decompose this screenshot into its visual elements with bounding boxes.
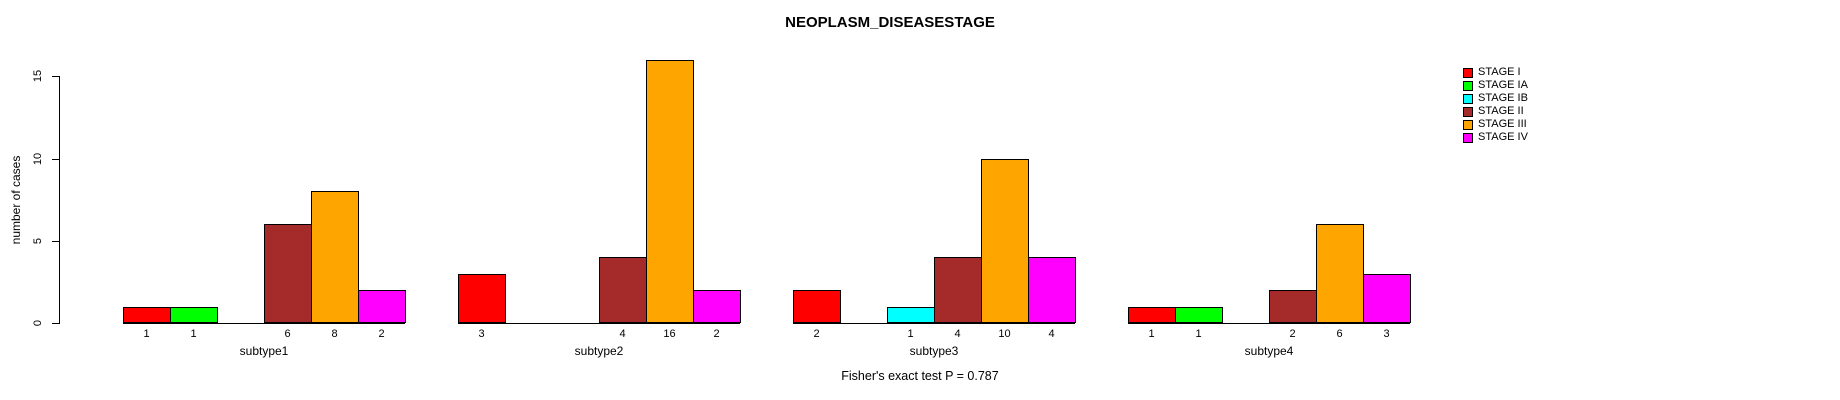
bar-value-label: 10: [998, 328, 1011, 340]
bar-value-label: 1: [1195, 328, 1202, 340]
bar-value-label: 1: [143, 328, 150, 340]
bar: [934, 257, 982, 323]
bar-value-label: 4: [619, 328, 626, 340]
legend-row: STAGE II: [1463, 105, 1528, 118]
bar-value-label: 2: [1289, 328, 1296, 340]
bar-group: [458, 53, 741, 324]
bar-value-label: 2: [713, 328, 720, 340]
y-axis-line: [59, 76, 60, 324]
legend-swatch: [1463, 93, 1473, 104]
bar-group: [793, 53, 1076, 324]
footer-note: Fisher's exact test P = 0.787: [841, 369, 999, 383]
y-tick: [52, 241, 59, 242]
legend-swatch: [1463, 132, 1473, 143]
bar: [1175, 307, 1223, 323]
y-tick: [52, 323, 59, 324]
legend-swatch: [1463, 119, 1473, 130]
bar-value-label: 3: [1383, 328, 1390, 340]
y-tick: [52, 159, 59, 160]
bar: [981, 159, 1029, 323]
bar: [458, 274, 506, 323]
bar: [1269, 290, 1317, 323]
bar-value-label: 16: [663, 328, 676, 340]
bar: [264, 224, 312, 323]
legend-label: STAGE I: [1478, 66, 1521, 78]
category-label: subtype2: [574, 344, 624, 358]
category-label: subtype3: [909, 344, 959, 358]
bar-value-label: 1: [1148, 328, 1155, 340]
bar-value-label: 4: [954, 328, 961, 340]
bar: [646, 60, 694, 323]
bar-value-label: 6: [1336, 328, 1343, 340]
legend: STAGE I STAGE IA STAGE IB STAGE II STAGE III…: [1463, 66, 1528, 144]
bar-value-label: 1: [907, 328, 914, 340]
bar-group: [1128, 53, 1411, 324]
legend-row: STAGE IV: [1463, 131, 1528, 144]
bar-value-label: 2: [813, 328, 820, 340]
legend-label: STAGE IB: [1478, 92, 1528, 104]
bar: [599, 257, 647, 323]
bar: [1363, 274, 1411, 323]
legend-row: STAGE IA: [1463, 79, 1528, 92]
bar-value-label: 2: [378, 328, 385, 340]
y-tick-label: 0: [32, 319, 44, 327]
bar-value-label: 4: [1048, 328, 1055, 340]
bar-value-label: 8: [331, 328, 338, 340]
legend-swatch: [1463, 80, 1473, 91]
y-tick-label: 10: [32, 152, 44, 166]
bar: [170, 307, 218, 323]
bar: [887, 307, 935, 323]
bar-value-label: 1: [190, 328, 197, 340]
bar: [1028, 257, 1076, 323]
bar: [1128, 307, 1176, 323]
y-tick-label: 15: [32, 69, 44, 83]
y-tick: [52, 76, 59, 77]
bar-value-label: 3: [478, 328, 485, 340]
legend-label: STAGE III: [1478, 118, 1527, 130]
bar: [693, 290, 741, 323]
legend-swatch: [1463, 106, 1473, 117]
legend-label: STAGE IA: [1478, 79, 1528, 91]
legend-swatch: [1463, 67, 1473, 78]
y-tick-label: 5: [32, 237, 44, 245]
legend-label: STAGE II: [1478, 105, 1524, 117]
bar: [123, 307, 171, 323]
bar: [358, 290, 406, 323]
bar-group: [123, 53, 406, 324]
bar-value-label: 6: [284, 328, 291, 340]
legend-row: STAGE III: [1463, 118, 1528, 131]
chart-title: NEOPLASM_DISEASESTAGE: [785, 14, 995, 31]
bar: [1316, 224, 1364, 323]
bar: [793, 290, 841, 323]
legend-label: STAGE IV: [1478, 131, 1528, 143]
y-axis-title: number of cases: [9, 155, 23, 245]
category-label: subtype1: [239, 344, 289, 358]
category-label: subtype4: [1244, 344, 1294, 358]
legend-row: STAGE I: [1463, 66, 1528, 79]
bar: [311, 191, 359, 323]
legend-row: STAGE IB: [1463, 92, 1528, 105]
